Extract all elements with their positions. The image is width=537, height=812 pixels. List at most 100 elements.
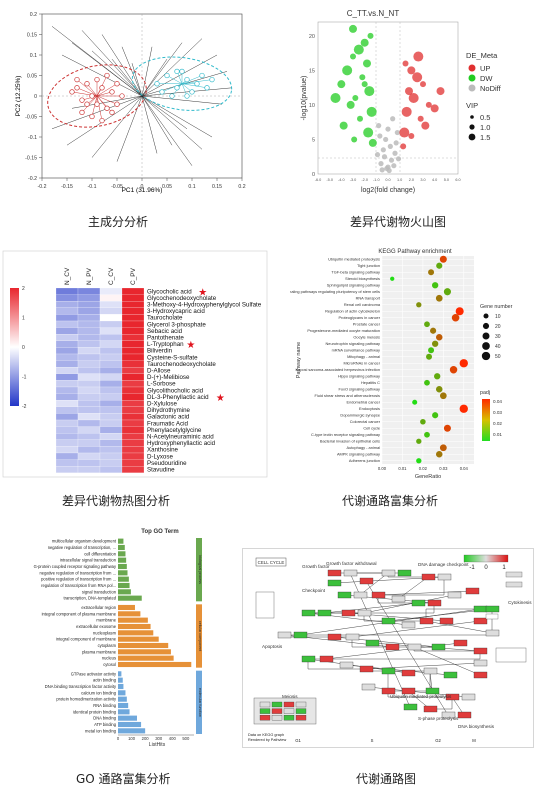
heatmap-cell [77,307,101,315]
pca-loading-vector [141,95,193,166]
caption-go: GO 通路富集分析 [76,772,171,786]
kegg-pathway-label: Sphingolipid signaling pathway [327,283,380,288]
go-bar [118,715,137,721]
pathway-gene-box [461,693,476,701]
go-bar [118,623,151,630]
kegg-padj-legend-label: 0.04 [493,399,502,404]
pathway-gene-box [343,569,358,577]
pca-sample-point [99,85,105,91]
heatmap-cell [121,307,145,315]
heatmap-cell [55,386,79,394]
heatmap-cell [121,419,145,427]
heatmap-cell [77,360,101,368]
go-bar [118,582,130,589]
kegg-legend: Gene number padj 10 20 30 40 50 0.04 0.03 0.02 0… [480,304,513,441]
volcano-down-point [342,65,353,76]
heatmap-row-label: Pseudouridine [147,460,187,467]
kegg-padj-scale [482,399,490,441]
go-term-label: identical protein binding [73,709,117,714]
heatmap-cell [121,287,145,295]
pathway-gene-box [341,609,356,617]
pca-sample-point [79,109,85,116]
volcano-up-point [417,115,424,122]
heatmap-row-label: Hydroxyphenyllactic acid [147,440,216,447]
heatmap-cell [77,459,101,467]
kegg-pathway-label: Renal cell carcinoma [344,302,381,307]
kegg-point [451,313,460,322]
heatmap-cell [55,433,79,440]
kegg-pathway-label: Proteoglycans in cancer [338,315,380,320]
kegg-padj-legend-label: 0.02 [493,421,502,426]
pathway-gene-box [345,633,360,641]
pca-loading-vector [71,95,143,109]
heatmap-cell [121,373,145,381]
heatmap-cell [77,353,101,361]
heatmap-cell [77,433,101,440]
pca-loading-vector [91,95,143,158]
volcano-up-point [408,133,415,139]
pca-xtick-label: 0.1 [188,184,195,190]
heatmap-cell [55,340,79,348]
heatmap-chart: 2 1 0 -1 -2 N_CV N_PV C_CV C_PV Glycocholic aci… [2,250,268,478]
heatmap-cell [77,380,101,388]
star-icon: ★ [198,287,207,298]
volcano-xtick-label: -6.0 [315,178,322,182]
go-bar [118,617,148,623]
kegg-point [428,269,435,276]
heatmap-row-label: Taurocholate [147,315,183,322]
pathway-gene-box [301,655,316,663]
volcano-nodiff-point [384,165,390,172]
go-xtick-label: 400 [169,736,177,741]
heatmap-cell [77,347,101,355]
go-term-label: RNA binding [93,703,116,708]
volcano-xtick-label: 6.0 [455,178,460,182]
kegg-pathway-label: Bacterial invasion of epithelial cells [320,439,380,444]
go-xtick-label: 200 [142,736,150,741]
pathway-gene-box [327,633,342,641]
kegg-color-legend-title: padj [480,390,490,396]
pathway-gene-box [339,661,354,669]
pathway-gene-box [485,605,500,613]
pathway-edge [429,670,433,692]
volcano-down-point [361,81,368,88]
kegg-size-legend-label: 30 [495,334,501,340]
kegg-point [431,340,439,347]
pathway-gene-box [485,629,500,637]
volcano-up-point [401,106,412,117]
heatmap-row-label: Sebacic acid [147,328,183,335]
heatmap-row-label: D-(+)-Melibiose [147,374,190,381]
pathway-annotation-label: Growth factor [302,564,330,569]
go-bar [118,544,125,551]
pathway-edge [413,646,481,676]
pathway-annotation-label: Growth factor withdrawal [326,561,377,566]
kegg-pathway-label: Endocytosis [359,406,380,411]
kegg-pathway-label: Fluid shear stress and atherosclerosis [314,393,380,398]
kegg-point [435,294,443,302]
volcano-up-point [412,72,423,83]
legend-size-mid [469,124,475,130]
heatmap-cell [77,452,101,460]
heatmap-cell [99,353,123,361]
kegg-pathway-label: Ubiquitin mediated proteolysis [328,257,380,262]
kegg-point [443,424,451,432]
pathway-side-box [505,571,523,578]
volcano-down-point [352,95,359,101]
kegg-size-legend-marker [481,351,491,361]
pca-ytick-label: 0 [34,94,37,100]
pca-xtick-label: -0.15 [61,184,73,190]
pca-ytick-label: -0.05 [25,115,37,121]
kegg-pathway-label: Tight junction [357,263,380,268]
kegg-pathway-label: MicroRNAs in cancer [343,361,380,366]
heatmap-cell [99,406,123,414]
pca-loading-vector [141,95,158,154]
heatmap-cell [99,327,123,335]
heatmap-cell [77,367,101,374]
heatmap-cell [55,314,79,322]
heatmap-frame [2,250,268,478]
pathway-gene-box [361,683,376,691]
volcano-legend: DE_Meta UP DW NoDiff VIP 0.5 1.0 1.5 [466,51,502,142]
volcano-xlabel: log2(fold change) [361,187,415,194]
heatmap-cell [77,294,101,302]
kegg-pathway-label: Hippo signaling pathway [338,374,380,379]
go-term-label: integral component of membrane [56,637,117,642]
